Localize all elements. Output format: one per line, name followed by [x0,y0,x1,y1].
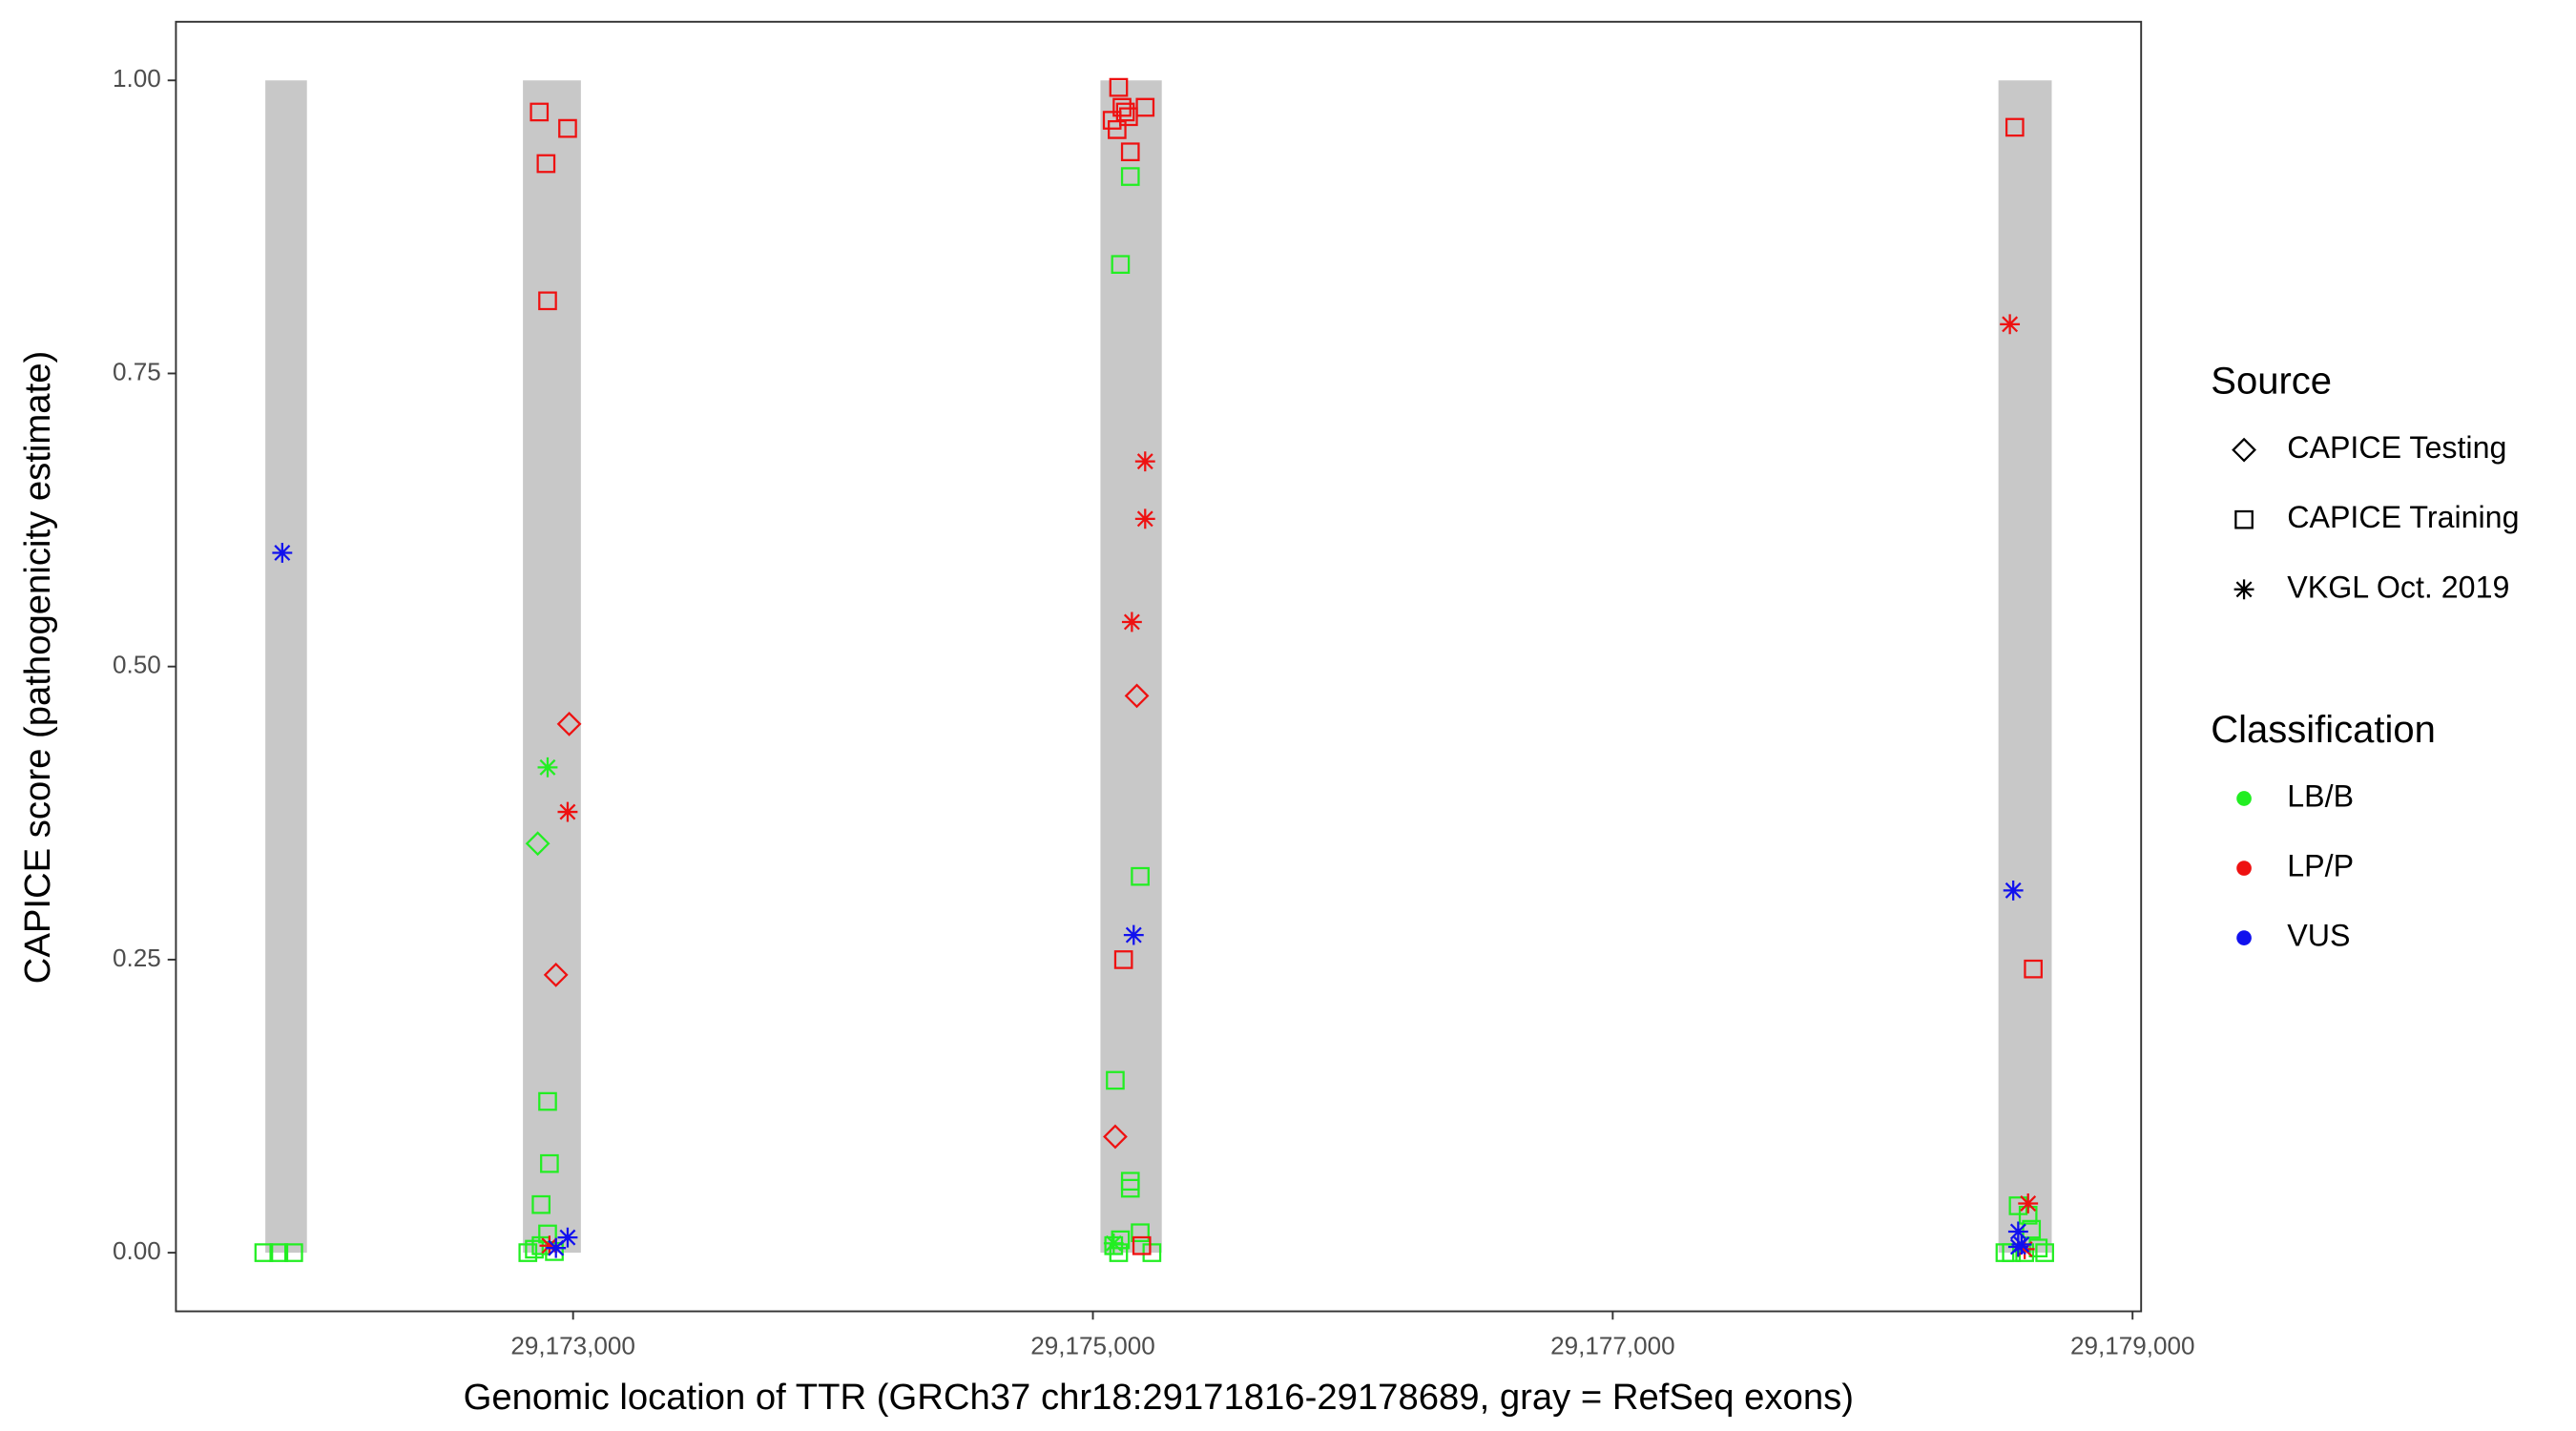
point [530,102,550,122]
point [1106,1070,1125,1090]
point [1115,102,1135,122]
point [1103,1233,1124,1254]
legend-title: Source [2211,361,2332,403]
y-tick-label: 0.00 [113,1236,161,1265]
point [545,1242,564,1261]
point [558,118,577,138]
legend-label: CAPICE Training [2287,500,2519,534]
point [1109,77,1129,97]
point [525,1239,544,1259]
y-axis-title: CAPICE score (pathogenicity estimate) [17,351,58,985]
point [2024,959,2043,979]
legend: CAPICE Testing CAPICE Training VKGL Oct. 2… [2232,430,2519,953]
point [531,1194,551,1214]
point [1113,950,1133,969]
point [1123,924,1144,945]
x-axis-title: Genomic location of TTR (GRCh37 chr18:29… [464,1377,1854,1418]
point [536,154,556,174]
point [1111,255,1131,275]
legend-label: VUS [2287,919,2350,953]
point [1120,167,1140,186]
legend-symbol [2236,791,2252,806]
y-tick-label: 0.75 [113,357,161,385]
x-tick-label: 29,173,000 [510,1332,635,1360]
point [2007,1221,2028,1242]
legend-symbol [2234,509,2254,529]
legend-symbol [2233,579,2254,600]
point [1142,1243,1162,1262]
exon [523,80,581,1254]
x-tick-label: 29,177,000 [1550,1332,1675,1360]
x-tick-label: 29,179,000 [2070,1332,2195,1360]
point [2014,1238,2035,1259]
point [2028,1238,2048,1258]
y-tick-label: 1.00 [113,64,161,93]
point [556,711,582,736]
y-tick-label: 0.50 [113,651,161,679]
exon [1100,80,1162,1254]
point [1121,612,1142,633]
point [1124,683,1150,709]
point [2005,117,2025,137]
point [1131,866,1150,886]
points [254,77,2054,1262]
point [525,831,551,857]
exons [265,80,2052,1254]
point [2000,314,2021,335]
point [1112,97,1132,117]
legend-label: CAPICE Testing [2287,430,2506,465]
point [543,962,569,987]
point [540,1153,559,1173]
point [539,1235,560,1256]
legend-symbol [2232,437,2256,463]
point [1132,1235,1152,1255]
point [272,543,293,563]
x-tick-label: 29,175,000 [1030,1332,1155,1360]
point [283,1243,303,1262]
point [1134,451,1155,472]
point [1135,97,1155,117]
legend-symbol [2236,930,2252,945]
point [2018,1193,2039,1213]
point [1120,142,1140,162]
legend-label: LB/B [2287,778,2354,813]
point [557,801,578,822]
point [1120,1178,1140,1198]
point [557,1227,578,1248]
legend-label: VKGL Oct. 2019 [2287,570,2509,604]
y-tick-label: 0.25 [113,944,161,972]
point [1131,1223,1150,1243]
point [518,1243,538,1262]
point [1102,111,1122,130]
legend-symbol [2236,861,2252,876]
exon [265,80,307,1254]
exon [1998,80,2052,1254]
point [2007,1236,2028,1257]
point [1103,1124,1128,1150]
point [546,1237,567,1258]
point [1104,1235,1124,1255]
point [538,1091,557,1111]
point [1134,508,1155,529]
point [2003,880,2024,901]
legend-label: LP/P [2287,849,2354,883]
point [538,291,557,311]
point [1109,1243,1129,1262]
legend-title: Classification [2211,709,2436,751]
point [537,757,558,778]
